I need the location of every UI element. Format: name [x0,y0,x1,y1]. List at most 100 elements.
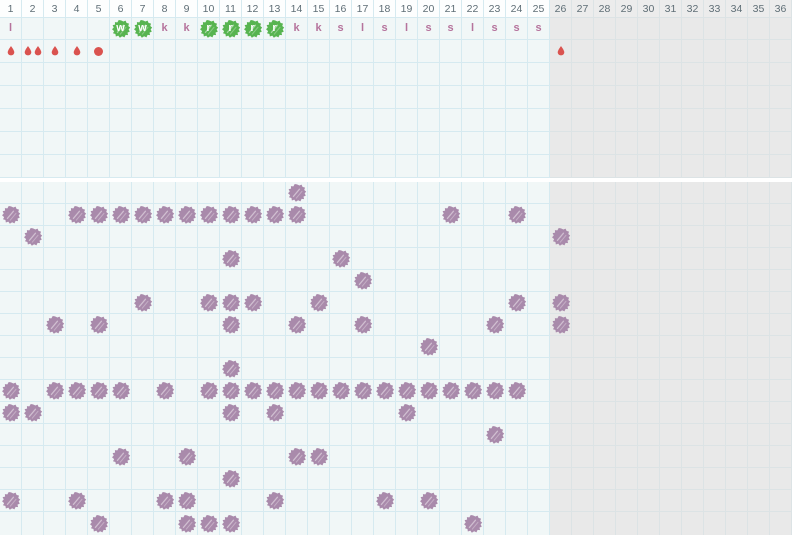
day-cell[interactable] [440,512,462,535]
day-cell[interactable] [638,424,660,446]
day-cell[interactable] [110,446,132,468]
day-cell[interactable] [66,40,88,63]
day-cell[interactable] [484,402,506,424]
day-cell[interactable] [550,380,572,402]
day-cell[interactable] [418,468,440,490]
day-cell[interactable] [242,86,264,109]
day-cell[interactable] [132,380,154,402]
day-cell[interactable] [506,292,528,314]
day-cell[interactable]: s [374,18,396,40]
day-cell[interactable] [748,40,770,63]
day-cell[interactable] [550,314,572,336]
day-cell[interactable] [506,402,528,424]
day-cell[interactable] [440,132,462,155]
day-cell[interactable] [638,270,660,292]
day-cell[interactable] [308,292,330,314]
day-cell[interactable] [484,40,506,63]
day-cell[interactable] [220,132,242,155]
day-cell[interactable] [726,468,748,490]
day-cell[interactable] [220,182,242,204]
day-cell[interactable] [286,155,308,178]
day-cell[interactable] [484,468,506,490]
day-cell[interactable] [176,292,198,314]
day-cell[interactable] [220,314,242,336]
day-cell[interactable] [550,292,572,314]
day-cell[interactable] [330,248,352,270]
day-cell[interactable] [396,512,418,535]
day-cell[interactable] [330,63,352,86]
day-cell[interactable] [286,512,308,535]
day-cell[interactable] [22,380,44,402]
day-cell[interactable] [352,155,374,178]
day-cell[interactable] [616,109,638,132]
day-cell[interactable] [726,446,748,468]
day-cell[interactable] [572,358,594,380]
day-cell[interactable] [748,402,770,424]
day-cell[interactable] [308,358,330,380]
day-cell[interactable] [44,336,66,358]
day-cell[interactable] [572,336,594,358]
day-cell[interactable] [264,248,286,270]
day-cell[interactable] [308,155,330,178]
day-cell[interactable] [726,226,748,248]
day-cell[interactable] [506,490,528,512]
day-cell[interactable] [726,204,748,226]
day-cell[interactable] [704,402,726,424]
day-cell[interactable] [176,490,198,512]
day-cell[interactable] [66,380,88,402]
day-cell[interactable] [22,512,44,535]
day-cell[interactable] [264,490,286,512]
day-cell[interactable] [374,512,396,535]
day-cell[interactable] [264,424,286,446]
day-cell[interactable] [176,86,198,109]
day-cell[interactable] [220,380,242,402]
day-cell[interactable] [220,468,242,490]
day-cell[interactable] [374,270,396,292]
day-cell[interactable] [220,248,242,270]
day-cell[interactable] [462,358,484,380]
day-cell[interactable] [682,40,704,63]
day-cell[interactable] [594,155,616,178]
day-cell[interactable] [154,314,176,336]
day-cell[interactable] [176,40,198,63]
day-cell[interactable] [660,490,682,512]
day-cell[interactable] [286,226,308,248]
day-cell[interactable] [440,380,462,402]
day-cell[interactable] [440,226,462,248]
day-cell[interactable] [88,248,110,270]
day-cell[interactable] [770,86,792,109]
day-cell[interactable] [396,358,418,380]
day-cell[interactable] [242,109,264,132]
day-cell[interactable] [330,292,352,314]
day-cell[interactable] [352,512,374,535]
day-cell[interactable] [616,292,638,314]
day-cell[interactable] [0,336,22,358]
day-cell[interactable] [330,86,352,109]
day-cell[interactable] [638,402,660,424]
day-cell[interactable] [220,86,242,109]
day-cell[interactable] [550,336,572,358]
day-cell[interactable] [66,424,88,446]
day-cell[interactable] [726,512,748,535]
day-cell[interactable] [682,424,704,446]
day-cell[interactable] [638,155,660,178]
day-cell[interactable] [660,424,682,446]
day-cell[interactable] [440,40,462,63]
day-cell[interactable] [418,226,440,248]
day-cell[interactable] [132,86,154,109]
day-cell[interactable] [0,86,22,109]
day-cell[interactable] [594,446,616,468]
day-cell[interactable] [594,380,616,402]
day-cell[interactable] [704,109,726,132]
day-cell[interactable] [462,512,484,535]
day-cell[interactable] [0,132,22,155]
day-cell[interactable] [682,358,704,380]
day-cell[interactable] [528,86,550,109]
day-cell[interactable] [286,336,308,358]
day-cell[interactable] [638,468,660,490]
day-cell[interactable] [308,109,330,132]
day-cell[interactable] [748,226,770,248]
day-cell[interactable] [484,358,506,380]
day-cell[interactable] [462,402,484,424]
day-cell[interactable] [616,402,638,424]
